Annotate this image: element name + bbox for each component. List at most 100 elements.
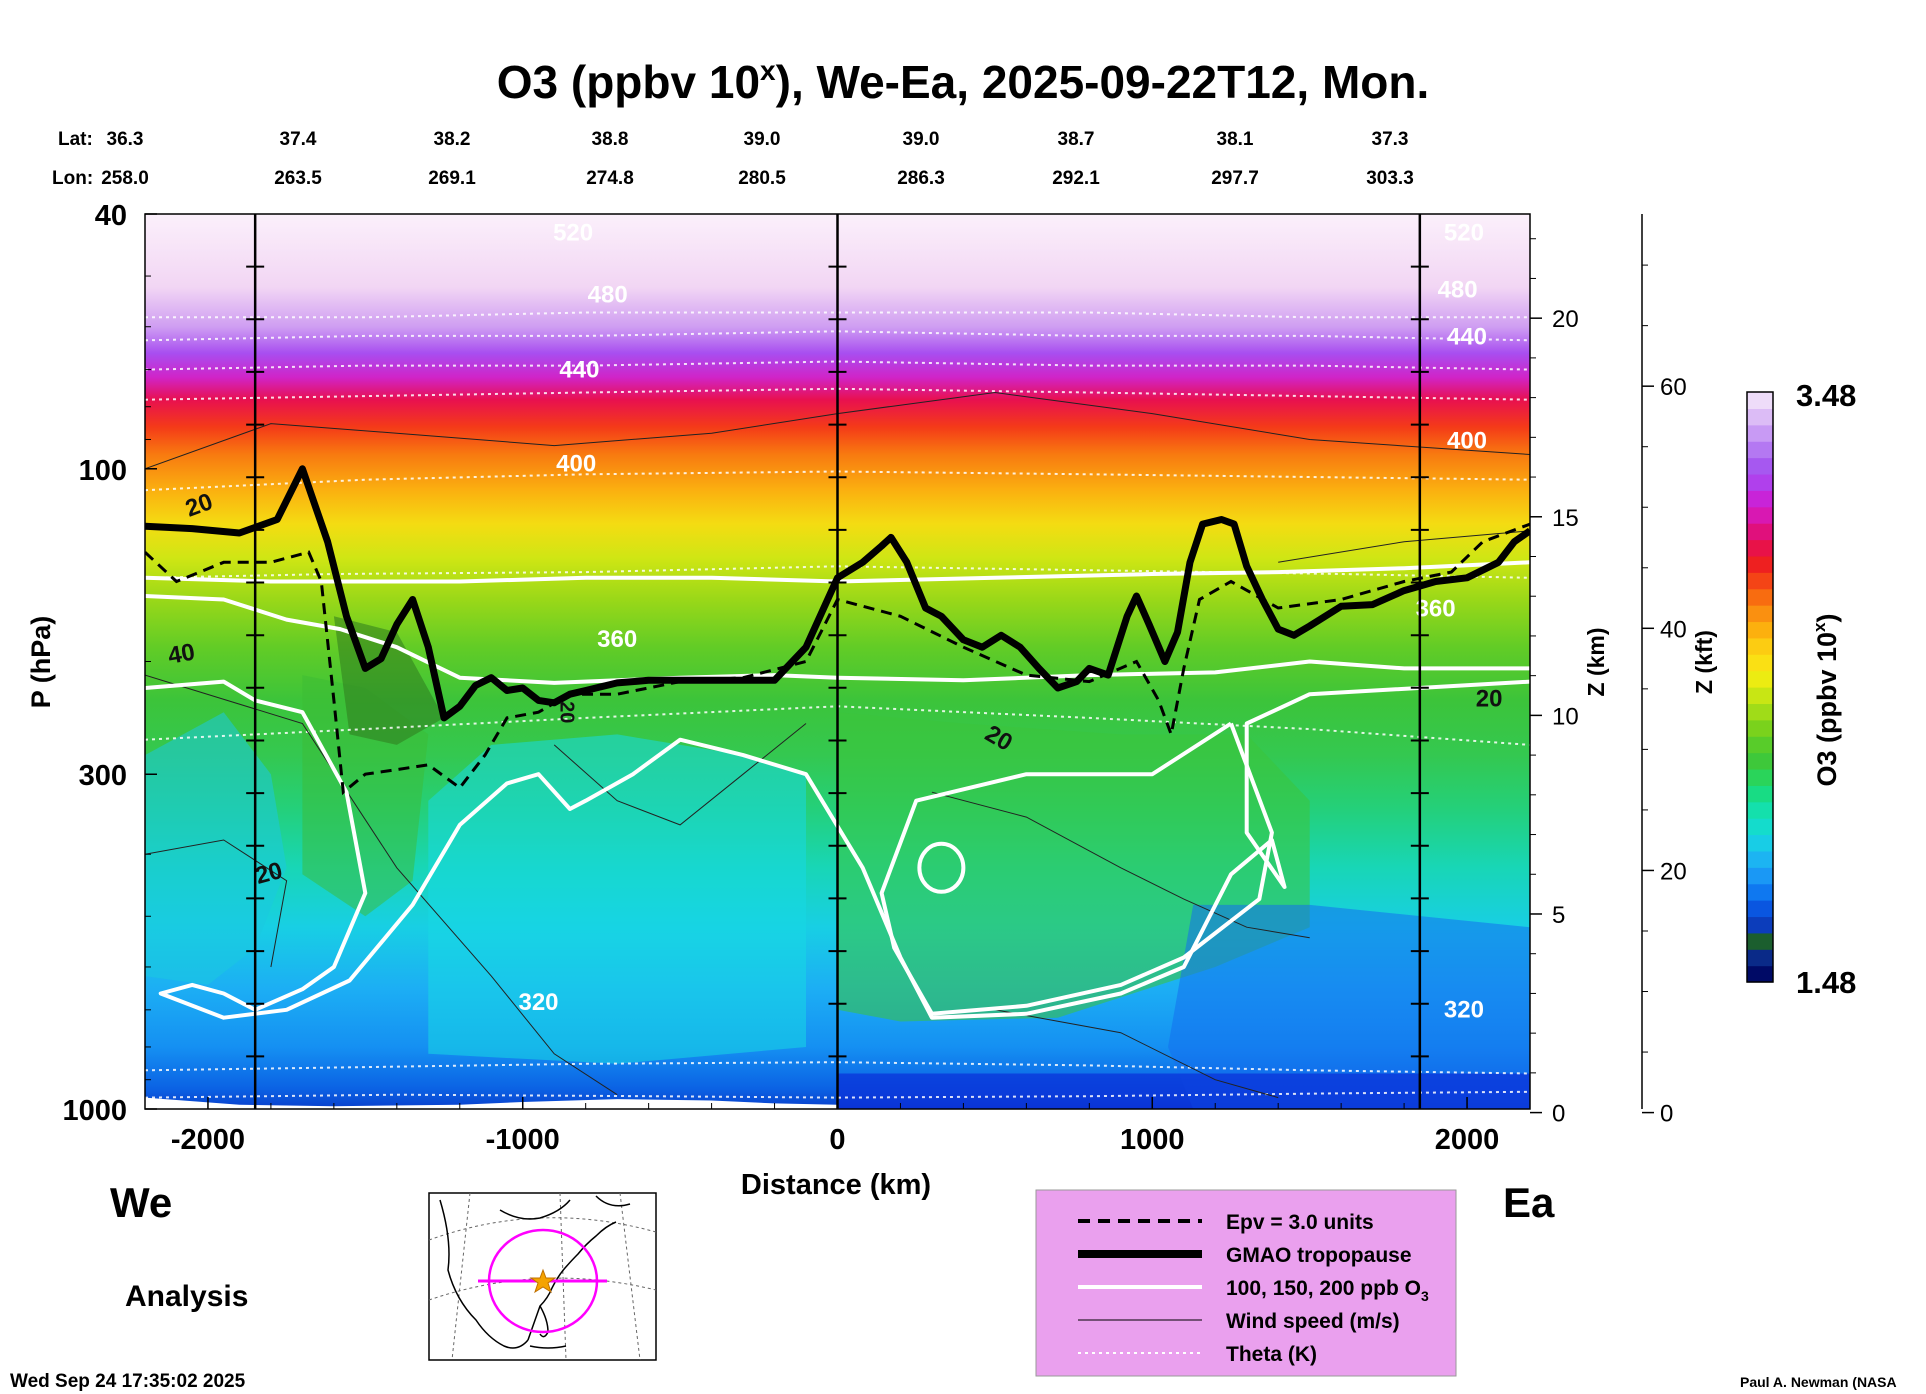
direction-west: We <box>110 1179 172 1226</box>
colorbar-frame <box>1746 391 1774 983</box>
colorbar-swatch <box>1747 818 1773 836</box>
z-kft-axis: 0 20 40 60 <box>1641 214 1687 1128</box>
wind-contour <box>145 674 618 1096</box>
theta-label: 480 <box>1438 276 1478 303</box>
o3-contour <box>145 560 1530 584</box>
x-tick-label: 1000 <box>1120 1124 1185 1156</box>
y-tick-label: 300 <box>79 760 127 792</box>
colorbar-swatch <box>1747 539 1773 557</box>
o3-contour <box>145 594 1530 685</box>
lon-value: 274.8 <box>586 168 634 189</box>
kft-tick-label: 60 <box>1660 374 1687 401</box>
x-axis: -2000 -1000 0 1000 2000 <box>144 1097 1531 1156</box>
colorbar-swatch <box>1747 621 1773 639</box>
wind-contour <box>994 1009 1279 1099</box>
theta-label: 440 <box>1447 324 1487 351</box>
legend-subscript: 3 <box>1421 1288 1429 1304</box>
lat-value: 39.0 <box>744 129 781 150</box>
z-km-tick-label: 10 <box>1552 703 1579 730</box>
x-tick-label: -2000 <box>171 1124 245 1156</box>
lon-value: 297.7 <box>1211 168 1259 189</box>
legend-label-o3: 100, 150, 200 ppb O3 <box>1226 1277 1429 1304</box>
lon-label: Lon: <box>52 168 93 189</box>
theta-label: 520 <box>553 220 593 247</box>
theta-label: 440 <box>559 356 599 383</box>
contour-lines: 320 320 360 360 400 400 440 440 480 480 520 520 20 40… <box>145 220 1530 1099</box>
star-icon <box>529 1268 557 1294</box>
legend-label-theta: Theta (K) <box>1226 1343 1317 1366</box>
colorbar-max-label: 3.48 <box>1796 378 1856 413</box>
theta-contour <box>145 1061 1530 1075</box>
colorbar-swatch <box>1747 490 1773 508</box>
colorbar-swatch <box>1747 932 1773 950</box>
y-axis-label: P (hPa) <box>26 616 56 709</box>
legend: Epv = 3.0 units GMAO tropopause 100, 150, … <box>1035 1189 1457 1377</box>
lat-lon-values: 36.3 37.4 38.2 38.8 39.0 39.0 38.7 38.1 37.3 258.… <box>101 129 1414 189</box>
theta-label: 520 <box>1444 220 1484 247</box>
colorbar-swatch <box>1747 768 1773 786</box>
theta-contour <box>145 360 1530 371</box>
blue-region-east <box>1168 904 1530 1109</box>
o3-contour <box>879 721 1274 1016</box>
z-km-tick-label: 15 <box>1552 505 1579 532</box>
x-axis-label: Distance (km) <box>741 1169 931 1201</box>
lat-label: Lat: <box>58 129 93 150</box>
colorbar-label: O3 (ppbv 10x) <box>1810 613 1842 786</box>
colorbar-swatch <box>1747 670 1773 688</box>
z-kft-axis-label: Z (kft) <box>1691 630 1717 694</box>
colorbar-swatch <box>1747 424 1773 442</box>
lon-value: 292.1 <box>1052 168 1100 189</box>
kft-tick-label: 40 <box>1660 616 1687 643</box>
colorbar-swatch <box>1747 572 1773 590</box>
theta-label: 320 <box>1444 997 1484 1024</box>
colorbar <box>1746 391 1774 983</box>
theta-label: 480 <box>588 282 628 309</box>
lon-value: 263.5 <box>274 168 322 189</box>
z-km-tick-label: 0 <box>1552 1101 1565 1128</box>
y-tick-label: 100 <box>79 455 127 487</box>
lat-value: 38.8 <box>592 129 629 150</box>
y-tick-label: 40 <box>95 200 127 232</box>
colorbar-swatch <box>1747 637 1773 655</box>
colorbar-swatch <box>1747 801 1773 819</box>
colorbar-swatch <box>1747 703 1773 721</box>
surface-mask <box>145 1097 838 1109</box>
author-credit: Paul A. Newman (NASA <box>1740 1374 1897 1390</box>
colorbar-swatch <box>1747 408 1773 426</box>
x-tick-label: 2000 <box>1435 1124 1500 1156</box>
colorbar-swatch <box>1747 654 1773 672</box>
colorbar-min-label: 1.48 <box>1796 965 1856 1000</box>
product-label: Analysis <box>125 1280 248 1313</box>
colorbar-swatch <box>1747 785 1773 803</box>
vertical-marker-lines <box>246 214 1429 1109</box>
theta-contour <box>145 330 1530 342</box>
z-km-axis-label: Z (km) <box>1583 628 1609 697</box>
colorbar-swatch <box>1747 506 1773 524</box>
legend-label-epv: Epv = 3.0 units <box>1226 1211 1374 1234</box>
theta-label: 400 <box>556 451 596 478</box>
lon-value: 269.1 <box>428 168 476 189</box>
theta-label: 400 <box>1447 428 1487 455</box>
lat-value: 38.1 <box>1217 129 1254 150</box>
z-km-tick-label: 5 <box>1552 902 1565 929</box>
chart-title: O3 (ppbv 10x), We-Ea, 2025-09-22T12, Mon… <box>497 55 1430 108</box>
o3-contour <box>145 679 1530 1020</box>
wind-label: 20 <box>1476 685 1503 712</box>
colorbar-swatch <box>1747 457 1773 475</box>
x-tick-label: 0 <box>829 1124 845 1156</box>
wind-contour <box>553 723 807 826</box>
y-axis: 40 100 300 1000 <box>62 200 157 1127</box>
locator-map <box>428 1192 657 1361</box>
lat-value: 39.0 <box>903 129 940 150</box>
colorbar-swatch <box>1747 605 1773 623</box>
colorbar-swatch <box>1747 588 1773 606</box>
theta-contour <box>145 387 1530 401</box>
colorbar-swatch <box>1747 392 1773 409</box>
legend-label-wind: Wind speed (m/s) <box>1226 1310 1400 1333</box>
lat-value: 36.3 <box>107 129 144 150</box>
lat-value: 37.4 <box>280 129 317 150</box>
wind-label: 20 <box>556 701 578 723</box>
colorbar-swatch <box>1747 965 1773 983</box>
timestamp: Wed Sep 24 17:35:02 2025 <box>10 1371 246 1392</box>
colorbar-swatch <box>1747 441 1773 459</box>
